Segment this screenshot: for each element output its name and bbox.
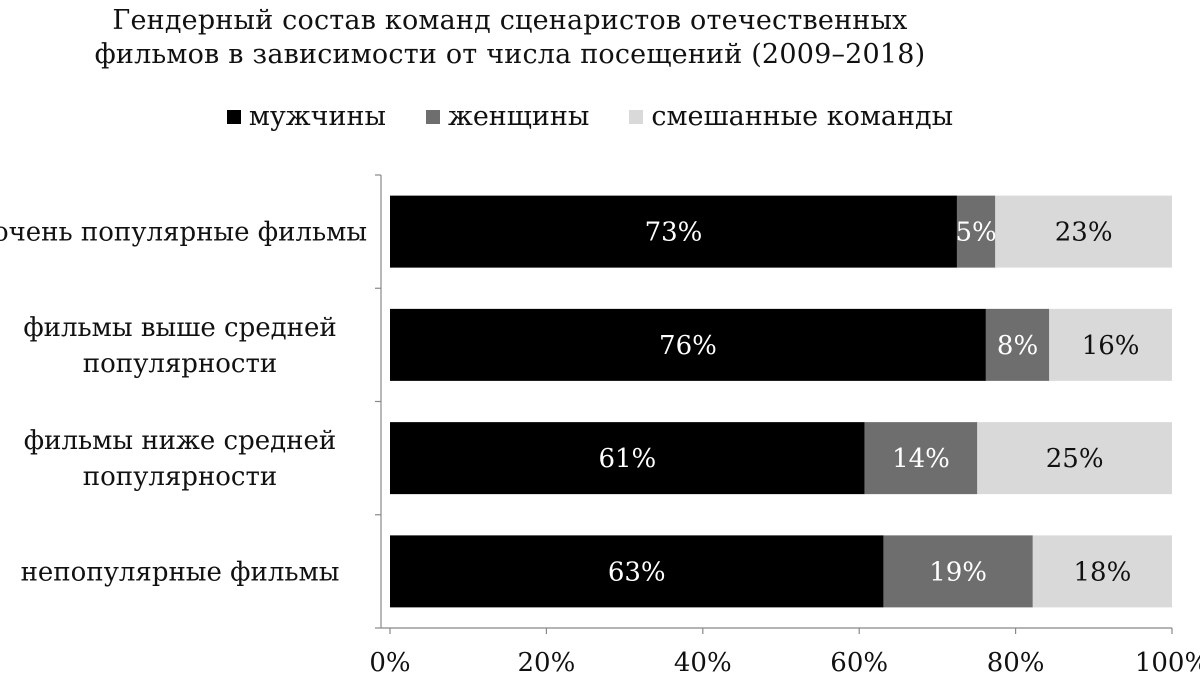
- data-label: 18%: [1074, 557, 1132, 587]
- bar-segment: [390, 195, 957, 268]
- chart-legend: мужчины женщины смешанные команды: [0, 101, 1180, 132]
- category-label: фильмы выше средней: [23, 313, 336, 343]
- data-label: 25%: [1046, 444, 1104, 474]
- legend-label-women: женщины: [447, 101, 590, 132]
- x-tick-label: 20%: [518, 648, 576, 678]
- category-label: популярности: [83, 349, 277, 379]
- bar-segment: [864, 422, 978, 495]
- legend-item-women: женщины: [425, 101, 590, 132]
- legend-swatch-mixed: [629, 109, 644, 124]
- data-label: 63%: [608, 557, 666, 587]
- data-label: 5%: [955, 218, 996, 248]
- chart-title-line-2: фильмов в зависимости от числа посещений…: [94, 39, 926, 70]
- data-label: 73%: [645, 218, 703, 248]
- category-label: популярности: [83, 462, 277, 492]
- bar-segment: [390, 308, 986, 381]
- data-label: 76%: [659, 331, 717, 361]
- bar-segment: [956, 195, 996, 268]
- category-label: непопулярные фильмы: [21, 557, 340, 587]
- data-label: 61%: [598, 444, 656, 474]
- bar-segment: [390, 422, 865, 495]
- bar-segment: [977, 422, 1172, 495]
- legend-item-men: мужчины: [226, 101, 386, 132]
- data-label: 16%: [1082, 331, 1140, 361]
- legend-swatch-women: [425, 109, 440, 124]
- category-label: фильмы ниже средней: [24, 426, 336, 456]
- bar-segment: [1049, 308, 1172, 381]
- legend-label-men: мужчины: [248, 101, 386, 132]
- x-tick-label: 100%: [1135, 648, 1200, 678]
- bar-segment: [390, 535, 884, 608]
- chart-title: Гендерный состав команд сценаристов отеч…: [0, 4, 1020, 72]
- x-tick-label: 80%: [987, 648, 1045, 678]
- bar-segment: [883, 535, 1033, 608]
- data-label: 23%: [1055, 218, 1113, 248]
- bar-segment: [985, 308, 1050, 381]
- category-label: очень популярные фильмы: [0, 218, 367, 248]
- data-label: 19%: [929, 557, 987, 587]
- x-tick-label: 0%: [369, 648, 410, 678]
- x-tick-label: 60%: [830, 648, 888, 678]
- legend-label-mixed: смешанные команды: [651, 101, 954, 132]
- bar-segment: [1032, 535, 1172, 608]
- legend-swatch-men: [226, 109, 241, 124]
- chart-title-line-1: Гендерный состав команд сценаристов отеч…: [112, 5, 908, 36]
- data-label: 8%: [997, 331, 1038, 361]
- data-label: 14%: [892, 444, 950, 474]
- x-tick-label: 40%: [674, 648, 732, 678]
- legend-item-mixed: смешанные команды: [629, 101, 953, 132]
- bar-segment: [995, 195, 1172, 268]
